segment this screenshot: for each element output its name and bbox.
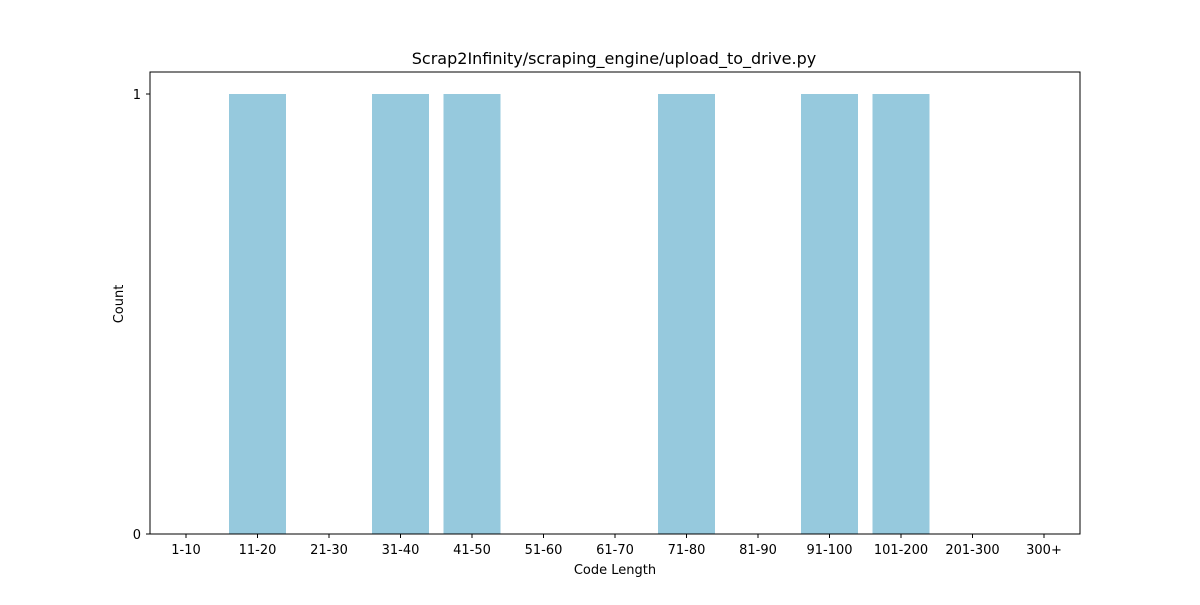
x-tick-label: 41-50 (453, 543, 491, 558)
y-axis-label: Count (112, 285, 127, 324)
chart-title: Scrap2Infinity/scraping_engine/upload_to… (412, 49, 816, 69)
x-tick-label: 11-20 (239, 543, 277, 558)
bar-101-200 (872, 94, 930, 534)
x-tick-label: 1-10 (171, 543, 201, 558)
x-axis-ticks: 1-10 11-20 21-30 31-40 41-50 51-60 61-70 71-80 8… (171, 534, 1062, 558)
y-axis-ticks: 01 (133, 88, 150, 543)
x-tick-label: 101-200 (874, 543, 928, 558)
x-tick-label: 51-60 (525, 543, 563, 558)
x-tick-label: 201-300 (945, 543, 999, 558)
bar-41-50 (443, 94, 501, 534)
x-axis-label: Code Length (574, 563, 656, 578)
bar-11-20 (229, 94, 286, 534)
bar-71-80 (658, 94, 715, 534)
bars (229, 94, 930, 534)
x-tick-label: 300+ (1026, 543, 1062, 558)
x-tick-label: 31-40 (382, 543, 420, 558)
y-tick-label: 0 (133, 528, 141, 543)
y-tick-label: 1 (133, 88, 141, 103)
plot-frame (149, 71, 1081, 535)
x-tick-label: 21-30 (310, 543, 348, 558)
x-tick-label: 61-70 (596, 543, 634, 558)
x-tick-label: 91-100 (806, 543, 852, 558)
x-tick-label: 71-80 (668, 543, 706, 558)
x-tick-label: 81-90 (739, 543, 777, 558)
bar-31-40 (372, 94, 429, 534)
bar-91-100 (801, 94, 858, 534)
